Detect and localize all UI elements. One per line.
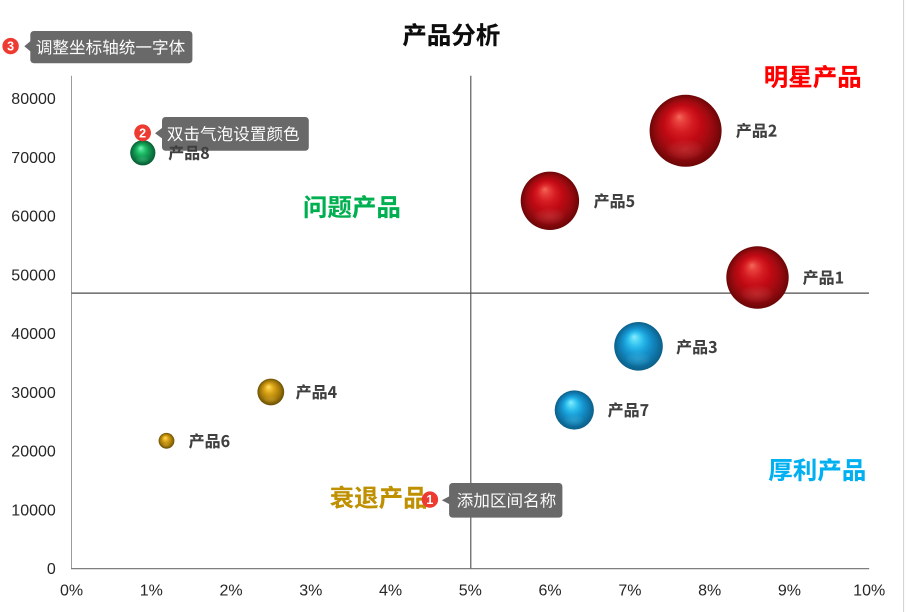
svg-text:1: 1 <box>426 493 433 507</box>
svg-text:2: 2 <box>139 126 146 140</box>
svg-text:30000: 30000 <box>11 385 56 402</box>
svg-text:1%: 1% <box>140 582 163 599</box>
svg-text:40000: 40000 <box>11 326 56 343</box>
svg-text:60000: 60000 <box>11 209 56 226</box>
svg-text:50000: 50000 <box>11 267 56 284</box>
svg-text:6%: 6% <box>539 582 562 599</box>
svg-text:10000: 10000 <box>11 502 56 519</box>
svg-text:0%: 0% <box>60 582 83 599</box>
svg-text:4%: 4% <box>379 582 402 599</box>
svg-text:8%: 8% <box>698 582 721 599</box>
svg-text:70000: 70000 <box>11 150 56 167</box>
svg-text:80000: 80000 <box>11 91 56 108</box>
svg-text:0: 0 <box>47 561 56 578</box>
svg-text:3: 3 <box>7 40 14 54</box>
svg-text:10%: 10% <box>853 582 885 599</box>
svg-text:9%: 9% <box>778 582 801 599</box>
svg-text:5%: 5% <box>459 582 482 599</box>
svg-text:3%: 3% <box>299 582 322 599</box>
svg-text:2%: 2% <box>219 582 242 599</box>
svg-text:7%: 7% <box>618 582 641 599</box>
svg-text:20000: 20000 <box>11 444 56 461</box>
